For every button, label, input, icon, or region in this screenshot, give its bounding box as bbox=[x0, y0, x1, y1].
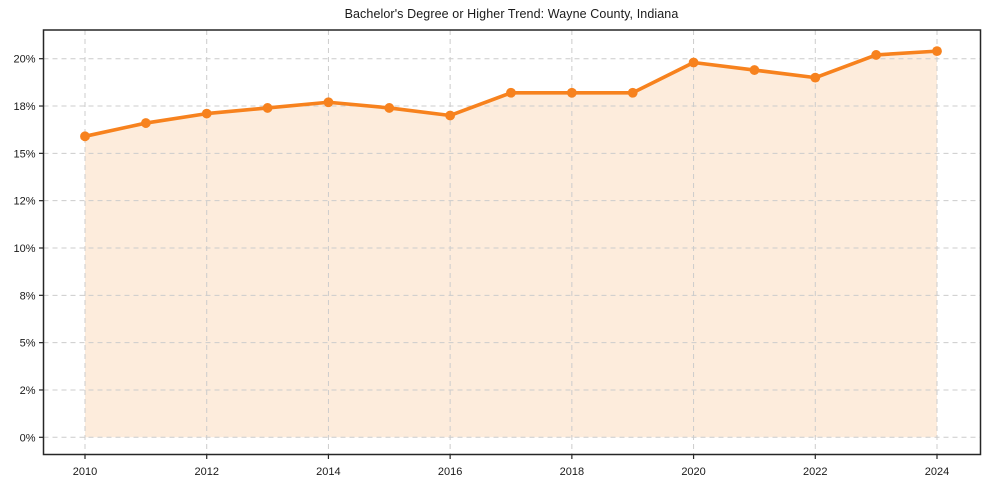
x-tick-label: 2018 bbox=[560, 466, 584, 478]
chart-title: Bachelor's Degree or Higher Trend: Wayne… bbox=[344, 7, 679, 21]
data-point bbox=[506, 87, 516, 98]
area-fill bbox=[85, 51, 937, 438]
x-tick-label: 2020 bbox=[681, 466, 705, 478]
x-tick-label: 2022 bbox=[803, 466, 827, 478]
y-tick-label: 18% bbox=[13, 101, 35, 113]
data-point bbox=[932, 46, 942, 57]
data-point bbox=[384, 103, 395, 113]
x-tick-label: 2016 bbox=[438, 466, 462, 478]
data-point bbox=[627, 87, 638, 98]
x-tick-label: 2014 bbox=[316, 466, 340, 478]
y-tick-label: 20% bbox=[13, 54, 35, 66]
data-point bbox=[140, 118, 151, 128]
x-tick-label: 2012 bbox=[194, 466, 218, 478]
data-point bbox=[566, 87, 577, 98]
y-tick-label: 5% bbox=[20, 338, 36, 350]
data-point bbox=[80, 131, 90, 142]
data-point bbox=[871, 50, 882, 60]
data-point bbox=[810, 72, 821, 83]
plot-border bbox=[42, 29, 982, 456]
y-tick-label: 10% bbox=[13, 243, 35, 255]
x-tick-label: 2024 bbox=[925, 466, 949, 478]
data-point bbox=[262, 103, 273, 113]
y-tick-label: 15% bbox=[13, 148, 35, 160]
y-tick-label: 2% bbox=[20, 385, 36, 397]
data-point bbox=[323, 97, 334, 108]
x-tick-label: 2010 bbox=[73, 466, 97, 478]
y-tick-label: 0% bbox=[20, 432, 36, 444]
data-point bbox=[688, 57, 699, 68]
data-point bbox=[445, 110, 456, 121]
data-point bbox=[749, 65, 760, 75]
data-point bbox=[201, 108, 212, 119]
y-tick-label: 12% bbox=[13, 196, 35, 208]
y-tick-label: 8% bbox=[20, 290, 36, 302]
